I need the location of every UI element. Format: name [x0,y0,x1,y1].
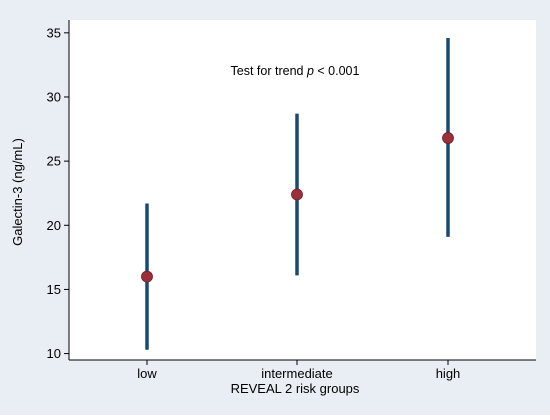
trend-annotation: Test for trend p < 0.001 [231,64,360,78]
mean-marker [141,270,153,283]
x-tick-label: high [436,366,461,381]
x-tick-label: low [137,366,157,381]
x-axis-label: REVEAL 2 risk groups [231,381,360,396]
y-tick-label: 35 [47,25,61,40]
y-tick-label: 30 [47,89,61,104]
data-marks [141,37,454,350]
y-tick-label: 25 [47,154,61,169]
y-tick-label: 10 [47,346,61,361]
axes: 10 15 20 25 30 35 low intermediate high [47,20,536,381]
x-tick-label: intermediate [261,366,333,381]
mean-marker [291,188,303,201]
mean-marker [442,132,454,144]
y-axis-label: Galectin-3 (ng/mL) [10,138,25,246]
y-tick-label: 20 [47,218,61,233]
y-tick-label: 15 [47,282,61,297]
